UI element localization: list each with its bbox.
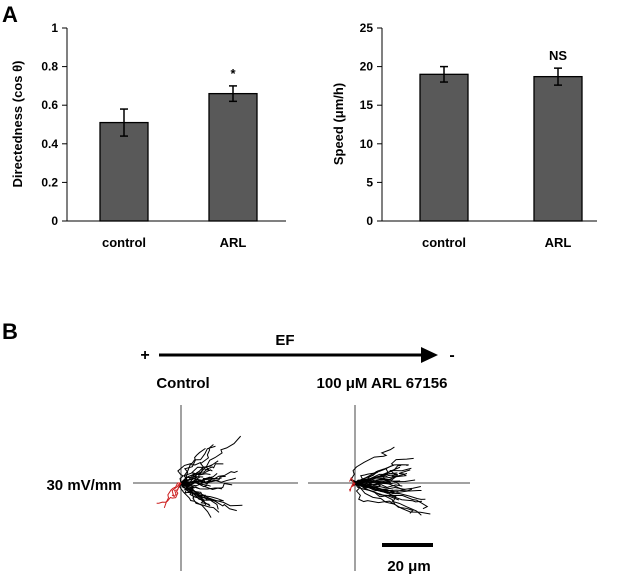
cell-track bbox=[354, 482, 386, 490]
reverse-cell-track bbox=[349, 482, 356, 492]
cell-track bbox=[179, 482, 212, 518]
reverse-cell-track bbox=[156, 482, 182, 504]
cell-track bbox=[180, 482, 211, 507]
chart2-y-tick-label: 15 bbox=[360, 98, 374, 112]
chart1-bar-control bbox=[99, 121, 149, 222]
chart1-y-tick-label: 0.2 bbox=[41, 175, 58, 189]
chart1-y-axis-label: Directedness (cos θ) bbox=[10, 61, 25, 188]
treatment-condition-label: 100 μM ARL 67156 bbox=[317, 375, 448, 392]
cell-track bbox=[180, 477, 236, 485]
chart1-bar-arl bbox=[208, 92, 258, 222]
speed-chart: 0 5 10 15 20 25 control ARL NS Speed (μm/h) bbox=[331, 21, 597, 250]
control-condition-label: Control bbox=[156, 375, 209, 392]
chart1-y-tick-label: 0.4 bbox=[41, 137, 58, 151]
directedness-chart: 0 0.2 0.4 0.6 0.8 1 control ARL * Directedness … bbox=[10, 21, 286, 250]
chart1-y-tick-label: 0 bbox=[51, 214, 58, 228]
cell-track bbox=[354, 482, 426, 500]
cell-track bbox=[354, 469, 411, 484]
cell-track bbox=[180, 482, 243, 507]
cell-track bbox=[354, 482, 396, 506]
ef-arrow-head bbox=[421, 347, 438, 363]
chart2-category-label: control bbox=[422, 235, 466, 250]
cell-track bbox=[177, 445, 216, 484]
cathode-label: - bbox=[449, 347, 454, 364]
chart1-y-tick-label: 1 bbox=[51, 21, 58, 35]
cell-track bbox=[354, 478, 401, 486]
cell-track bbox=[354, 482, 431, 515]
chart1-category-label: ARL bbox=[220, 235, 247, 250]
cell-track bbox=[180, 482, 206, 496]
cell-track bbox=[180, 447, 206, 484]
cell-track bbox=[354, 482, 429, 510]
cell-track bbox=[180, 482, 199, 491]
chart2-bar-control bbox=[419, 73, 469, 222]
chart1-y-tick-label: 0.6 bbox=[41, 98, 58, 112]
scale-bar-label: 20 μm bbox=[387, 558, 430, 575]
panel-a-label: A bbox=[2, 2, 18, 27]
cell-track bbox=[350, 446, 395, 484]
chart2-significance-label: NS bbox=[549, 48, 567, 63]
ef-arrow-group: + - EF bbox=[140, 332, 454, 364]
anode-label: + bbox=[140, 347, 149, 364]
control-cell-tracks bbox=[156, 435, 243, 518]
chart2-y-tick-label: 20 bbox=[360, 60, 374, 74]
cell-track bbox=[354, 471, 378, 484]
ef-label: EF bbox=[275, 332, 294, 349]
chart2-bar-arl bbox=[533, 75, 583, 222]
chart1-y-tick-label: 0.8 bbox=[41, 60, 58, 74]
cell-track bbox=[180, 463, 224, 484]
chart1-category-label: control bbox=[102, 235, 146, 250]
chart2-y-axis-label: Speed (μm/h) bbox=[331, 83, 346, 165]
chart2-category-label: ARL bbox=[545, 235, 572, 250]
cell-track bbox=[180, 480, 223, 490]
reverse-cell-track bbox=[349, 476, 356, 485]
treatment-cell-tracks bbox=[349, 446, 431, 516]
chart2-y-tick-label: 5 bbox=[366, 175, 373, 189]
panel-b-label: B bbox=[2, 319, 18, 344]
field-strength-label: 30 mV/mm bbox=[46, 477, 121, 494]
chart2-y-tick-label: 0 bbox=[366, 214, 373, 228]
reverse-cell-track bbox=[163, 482, 182, 509]
cell-track bbox=[354, 464, 409, 484]
reverse-cell-track bbox=[171, 482, 182, 497]
chart1-significance-label: * bbox=[230, 66, 236, 81]
chart2-y-tick-label: 10 bbox=[360, 137, 374, 151]
chart2-y-tick-label: 25 bbox=[360, 21, 374, 35]
